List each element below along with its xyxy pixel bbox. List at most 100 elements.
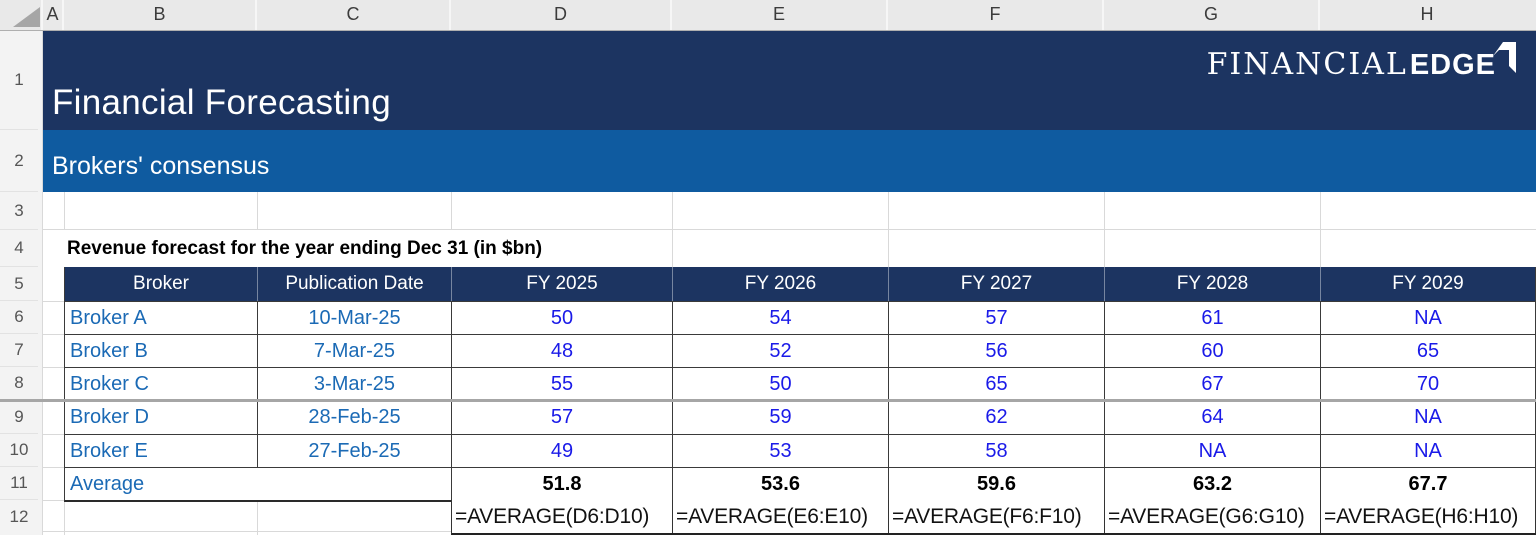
row-header-6[interactable]: 6 bbox=[0, 301, 38, 334]
gridline bbox=[43, 434, 64, 435]
row-header-5[interactable]: 5 bbox=[0, 267, 38, 301]
cell-B10[interactable]: Broker E bbox=[65, 435, 258, 467]
row-header-1[interactable]: 1 bbox=[0, 31, 38, 130]
cell-F10[interactable]: 58 bbox=[889, 435, 1105, 467]
average-row: Average 51.8 53.6 59.6 63.2 67.7 bbox=[65, 467, 1535, 500]
cell-D12[interactable]: =AVERAGE(D6:D10) bbox=[452, 500, 673, 533]
cell-G9[interactable]: 64 bbox=[1105, 401, 1321, 434]
column-header-G[interactable]: G bbox=[1104, 0, 1320, 30]
title-banner-cell[interactable]: Financial Forecasting FINANCIAL EDGE bbox=[43, 31, 1536, 130]
cell-D8[interactable]: 55 bbox=[452, 368, 673, 400]
header-cell-fy2028[interactable]: FY 2028 bbox=[1105, 267, 1321, 301]
cell-B6[interactable]: Broker A bbox=[65, 302, 258, 334]
cell-D7[interactable]: 48 bbox=[452, 335, 673, 367]
cell-H8[interactable]: 70 bbox=[1416, 372, 1440, 395]
cell-G7[interactable]: 60 bbox=[1105, 335, 1321, 367]
cell-E11[interactable]: 53.6 bbox=[673, 468, 889, 500]
table-row: Broker E 27-Feb-25 49 53 58 NA NA bbox=[65, 434, 1535, 467]
select-all-triangle-icon bbox=[13, 7, 40, 27]
cell-C8[interactable]: 3-Mar-25 bbox=[258, 368, 452, 400]
cell-G12[interactable]: =AVERAGE(G6:G10) bbox=[1105, 500, 1321, 533]
cell-D11[interactable]: 51.8 bbox=[452, 468, 673, 500]
table-header-row: Broker Publication Date FY 2025 FY 2026 … bbox=[65, 267, 1535, 301]
gridline bbox=[43, 301, 64, 302]
cell-D9[interactable]: 57 bbox=[452, 401, 673, 434]
cell-E12[interactable]: =AVERAGE(E6:E10) bbox=[673, 500, 889, 533]
cell-C10[interactable]: 27-Feb-25 bbox=[258, 435, 452, 467]
brokers-consensus-table: Broker Publication Date FY 2025 FY 2026 … bbox=[64, 267, 1536, 502]
column-header-F[interactable]: F bbox=[888, 0, 1104, 30]
cell-H11[interactable]: 67.7 bbox=[1408, 472, 1448, 495]
column-header-E[interactable]: E bbox=[672, 0, 888, 30]
header-cell-fy2025[interactable]: FY 2025 bbox=[452, 267, 673, 301]
cell-G10[interactable]: NA bbox=[1105, 435, 1321, 467]
cell-G11[interactable]: 63.2 bbox=[1105, 468, 1321, 500]
logo-text-bold: EDGE bbox=[1409, 49, 1496, 81]
row-header-10[interactable]: 10 bbox=[0, 434, 38, 467]
cell-F8[interactable]: 65 bbox=[889, 368, 1105, 400]
row-header-12[interactable]: 12 bbox=[9, 507, 29, 526]
row-header-8[interactable]: 8 bbox=[0, 367, 38, 400]
table-row: Broker D 28-Feb-25 57 59 62 64 NA bbox=[65, 400, 1535, 434]
column-header-A[interactable]: A bbox=[43, 0, 64, 30]
row-header-7[interactable]: 7 bbox=[0, 334, 38, 367]
header-cell-broker[interactable]: Broker bbox=[65, 267, 258, 301]
cell-D6[interactable]: 50 bbox=[452, 302, 673, 334]
gridline bbox=[672, 192, 673, 267]
cell-E10[interactable]: 53 bbox=[673, 435, 889, 467]
cell-H7[interactable]: 65 bbox=[1416, 339, 1440, 362]
cell-F12[interactable]: =AVERAGE(F6:F10) bbox=[889, 500, 1105, 533]
cell-F6[interactable]: 57 bbox=[889, 302, 1105, 334]
gridline bbox=[257, 192, 258, 230]
row-header-9[interactable]: 9 bbox=[0, 400, 38, 434]
cell-F9[interactable]: 62 bbox=[889, 401, 1105, 434]
cell-H6[interactable]: NA bbox=[1414, 306, 1442, 329]
pane-split-line bbox=[0, 399, 1536, 402]
row-header-3[interactable]: 3 bbox=[0, 192, 38, 230]
row-header-4[interactable]: 4 bbox=[0, 230, 38, 267]
row-header-bar: 1 2 3 4 5 6 7 8 9 10 11 12 bbox=[0, 31, 43, 535]
gridline bbox=[43, 467, 64, 468]
column-header-C[interactable]: C bbox=[257, 0, 451, 30]
cell-B9[interactable]: Broker D bbox=[65, 401, 258, 434]
header-cell-fy2026[interactable]: FY 2026 bbox=[673, 267, 889, 301]
gridline bbox=[888, 192, 889, 267]
cell-E8[interactable]: 50 bbox=[673, 368, 889, 400]
column-header-D[interactable]: D bbox=[451, 0, 672, 30]
gridline bbox=[43, 531, 451, 532]
gridline bbox=[1104, 192, 1105, 267]
gridline bbox=[43, 229, 1536, 230]
cell-H9[interactable]: NA bbox=[1414, 406, 1442, 428]
header-cell-fy2027[interactable]: FY 2027 bbox=[889, 267, 1105, 301]
gridline bbox=[43, 367, 64, 368]
cell-E6[interactable]: 54 bbox=[673, 302, 889, 334]
gridline bbox=[64, 192, 65, 230]
cell-C6[interactable]: 10-Mar-25 bbox=[258, 302, 452, 334]
cell-F11[interactable]: 59.6 bbox=[889, 468, 1105, 500]
subtitle-banner-cell[interactable]: Brokers' consensus bbox=[43, 130, 1536, 192]
cell-H12[interactable]: =AVERAGE(H6:H10) bbox=[1321, 500, 1536, 533]
row-header-11[interactable]: 11 bbox=[0, 467, 38, 500]
gridline bbox=[257, 500, 258, 535]
cell-G6[interactable]: 61 bbox=[1105, 302, 1321, 334]
cell-E9[interactable]: 59 bbox=[673, 401, 889, 434]
gridline bbox=[43, 334, 64, 335]
row-header-2[interactable]: 2 bbox=[0, 130, 38, 192]
cell-C9[interactable]: 28-Feb-25 bbox=[258, 401, 452, 434]
cell-B8[interactable]: Broker C bbox=[65, 368, 258, 400]
select-all-corner[interactable] bbox=[0, 0, 43, 30]
cell-D10[interactable]: 49 bbox=[452, 435, 673, 467]
column-header-B[interactable]: B bbox=[64, 0, 257, 30]
table-row: Broker C 3-Mar-25 55 50 65 67 70 bbox=[65, 367, 1535, 400]
column-header-H[interactable]: H bbox=[1420, 4, 1434, 24]
cell-C7[interactable]: 7-Mar-25 bbox=[258, 335, 452, 367]
cell-F7[interactable]: 56 bbox=[889, 335, 1105, 367]
cell-B7[interactable]: Broker B bbox=[65, 335, 258, 367]
cell-H10[interactable]: NA bbox=[1414, 439, 1442, 462]
cell-B11-average[interactable]: Average bbox=[65, 468, 452, 500]
header-cell-fy2029[interactable]: FY 2029 bbox=[1321, 267, 1535, 301]
header-cell-publication-date[interactable]: Publication Date bbox=[258, 267, 452, 301]
cell-E7[interactable]: 52 bbox=[673, 335, 889, 367]
cell-G8[interactable]: 67 bbox=[1105, 368, 1321, 400]
table-caption-cell[interactable]: Revenue forecast for the year ending Dec… bbox=[67, 238, 543, 259]
